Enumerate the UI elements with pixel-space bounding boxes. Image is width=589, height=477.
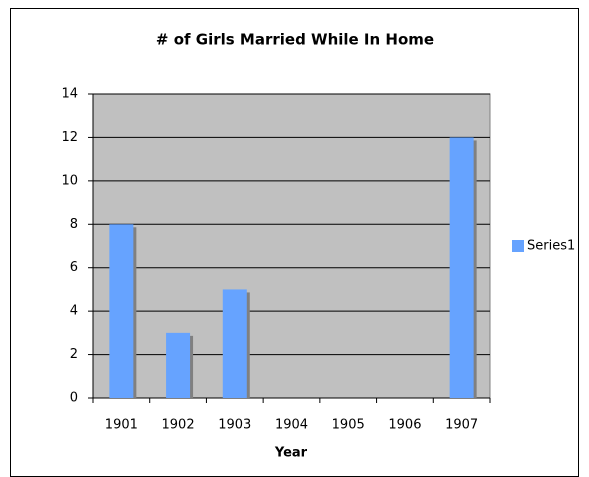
- y-tick-label: 0: [70, 391, 78, 406]
- bar: [109, 224, 134, 398]
- x-tick-label: 1905: [332, 418, 365, 433]
- y-tick-label: 10: [61, 173, 78, 188]
- bar: [166, 332, 191, 398]
- y-tick-label: 14: [61, 87, 78, 102]
- x-tick-label: 1904: [275, 418, 308, 433]
- legend-label: Series1: [527, 239, 575, 254]
- x-tick-label: 1906: [388, 418, 421, 433]
- chart-title: # of Girls Married While In Home: [156, 31, 434, 49]
- x-axis-label: Year: [274, 446, 308, 461]
- y-tick-label: 8: [70, 217, 78, 232]
- x-tick-label: 1903: [218, 418, 251, 433]
- y-tick-label: 6: [70, 260, 78, 275]
- x-tick-label: 1902: [162, 418, 195, 433]
- bar: [222, 289, 247, 398]
- x-tick-label: 1907: [445, 418, 478, 433]
- plot-area: [92, 93, 491, 399]
- y-tick-label: 4: [70, 304, 78, 319]
- y-tick-label: 12: [61, 130, 78, 145]
- x-tick-label: 1901: [105, 418, 138, 433]
- bar: [449, 137, 474, 398]
- legend-swatch: [512, 240, 524, 252]
- y-tick-label: 2: [70, 347, 78, 362]
